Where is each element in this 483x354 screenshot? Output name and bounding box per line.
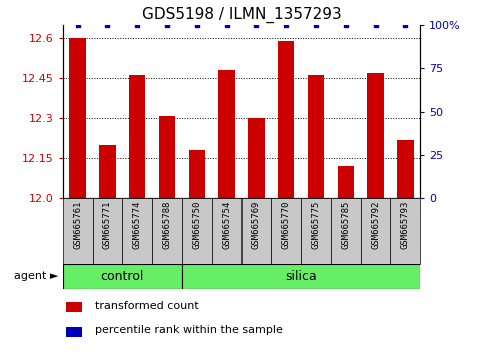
Bar (66, 327, 82, 337)
Bar (331, 198, 361, 264)
Bar (159, 115, 175, 198)
Text: GSM665750: GSM665750 (192, 201, 201, 249)
Bar (361, 198, 390, 264)
Text: GSM665761: GSM665761 (73, 201, 82, 249)
Text: transformed count: transformed count (95, 301, 199, 310)
Text: agent ►: agent ► (14, 271, 58, 281)
Bar (129, 75, 145, 198)
Bar (63, 198, 93, 264)
Bar (99, 145, 115, 198)
Text: GSM665775: GSM665775 (312, 201, 320, 249)
Point (401, 22, 409, 28)
Bar (301, 198, 331, 264)
Title: GDS5198 / ILMN_1357293: GDS5198 / ILMN_1357293 (142, 7, 341, 23)
Point (223, 22, 230, 28)
Bar (248, 118, 265, 198)
Text: GSM665754: GSM665754 (222, 201, 231, 249)
Bar (271, 198, 301, 264)
Bar (66, 302, 82, 312)
Bar (182, 264, 420, 289)
Bar (189, 150, 205, 198)
Point (133, 22, 141, 28)
Text: GSM665788: GSM665788 (163, 201, 171, 249)
Text: GSM665792: GSM665792 (371, 201, 380, 249)
Bar (338, 166, 354, 198)
Bar (368, 73, 384, 198)
Bar (63, 264, 182, 289)
Point (312, 22, 320, 28)
Text: GSM665785: GSM665785 (341, 201, 350, 249)
Bar (218, 70, 235, 198)
Bar (390, 198, 420, 264)
Text: GSM665769: GSM665769 (252, 201, 261, 249)
Text: GSM665774: GSM665774 (133, 201, 142, 249)
Bar (212, 198, 242, 264)
Text: GSM665770: GSM665770 (282, 201, 291, 249)
Point (253, 22, 260, 28)
Point (282, 22, 290, 28)
Text: percentile rank within the sample: percentile rank within the sample (95, 325, 283, 336)
Point (104, 22, 112, 28)
Bar (242, 198, 271, 264)
Bar (397, 139, 413, 198)
Bar (278, 41, 294, 198)
Bar (152, 198, 182, 264)
Point (74, 22, 82, 28)
Text: silica: silica (285, 270, 317, 282)
Bar (122, 198, 152, 264)
Bar (308, 75, 324, 198)
Bar (70, 38, 86, 198)
Point (342, 22, 350, 28)
Point (372, 22, 380, 28)
Bar (93, 198, 122, 264)
Point (193, 22, 201, 28)
Text: control: control (100, 270, 144, 282)
Bar (182, 198, 212, 264)
Text: GSM665793: GSM665793 (401, 201, 410, 249)
Text: GSM665771: GSM665771 (103, 201, 112, 249)
Point (163, 22, 171, 28)
